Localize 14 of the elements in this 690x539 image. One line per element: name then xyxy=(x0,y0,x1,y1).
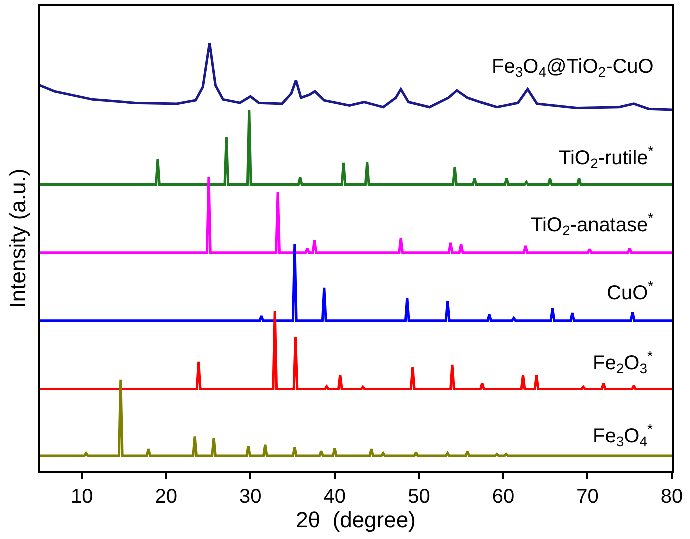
x-tick-label: 60 xyxy=(492,486,515,508)
x-tick-label: 50 xyxy=(408,486,430,508)
x-tick-label: 30 xyxy=(240,486,262,508)
x-tick-label: 20 xyxy=(155,486,178,508)
x-tick-label: 70 xyxy=(576,486,599,508)
series-label: CuO$^{*}$ xyxy=(607,278,654,304)
x-tick-label: 80 xyxy=(660,486,684,508)
series-label: TiO$_{2}$-anatase$^{*}$ xyxy=(531,210,654,239)
x-axis-title: 2θ (degree) xyxy=(296,508,416,533)
series-label: TiO$_{2}$-rutile$^{*}$ xyxy=(559,143,654,172)
x-tick-label: 10 xyxy=(71,486,94,508)
y-axis-title: Intensity (a.u.) xyxy=(6,168,31,308)
series-label: Fe$_{3}$O$_{4}$@TiO$_{2}$-CuO xyxy=(492,56,654,80)
x-tick-label: 40 xyxy=(324,486,346,508)
